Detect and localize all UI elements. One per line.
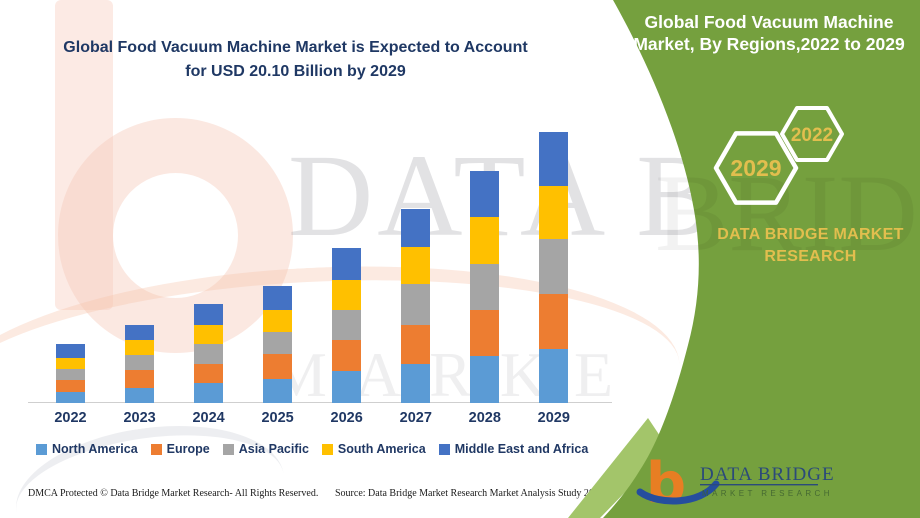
page-title: Global Food Vacuum Machine Market is Exp… — [38, 36, 553, 84]
segment-middle-east-and-africa-2022 — [56, 343, 85, 359]
segment-middle-east-and-africa-2024 — [194, 304, 224, 326]
legend-swatch — [222, 443, 234, 455]
segment-south-america-2022 — [56, 358, 85, 370]
x-axis-label-2023: 2023 — [123, 410, 156, 426]
x-axis-label-2028: 2028 — [468, 410, 501, 426]
segment-middle-east-and-africa-2027 — [401, 208, 431, 247]
legend-label: Europe — [166, 442, 210, 456]
stacked-bar-2023 — [125, 324, 154, 403]
legend-label: South America — [337, 442, 426, 456]
brand-name-line2: RESEARCH — [764, 248, 857, 265]
segment-europe-2028 — [470, 309, 500, 357]
legend-swatch — [321, 443, 333, 455]
stacked-bar-2028 — [470, 171, 500, 403]
segment-north-america-2029 — [539, 348, 569, 403]
stacked-bar-2022 — [56, 343, 85, 403]
segment-north-america-2028 — [470, 356, 500, 403]
segment-asia-pacific-2024 — [194, 344, 224, 364]
segment-south-america-2024 — [194, 325, 224, 345]
legend-label: Middle East and Africa — [454, 442, 589, 456]
legend-item-middle-east-and-africa: Middle East and Africa — [438, 442, 589, 456]
segment-middle-east-and-africa-2029 — [539, 132, 569, 186]
segment-middle-east-and-africa-2025 — [263, 285, 293, 311]
segment-europe-2025 — [263, 354, 293, 379]
segment-north-america-2024 — [194, 382, 224, 403]
segment-south-america-2025 — [263, 310, 293, 332]
segment-asia-pacific-2022 — [56, 369, 85, 380]
brand-name-text: DATA BRIDGE MARKET RESEARCH — [698, 224, 920, 268]
segment-europe-2023 — [125, 369, 154, 388]
segment-north-america-2023 — [125, 387, 154, 403]
legend-label: Asia Pacific — [238, 442, 309, 456]
x-axis-label-2025: 2025 — [261, 410, 294, 426]
legend-item-europe: Europe — [150, 442, 210, 456]
segment-asia-pacific-2029 — [539, 238, 569, 294]
segment-europe-2029 — [539, 293, 569, 349]
stacked-bar-2025 — [263, 285, 293, 403]
segment-asia-pacific-2027 — [401, 283, 431, 326]
segment-north-america-2025 — [263, 378, 293, 403]
stacked-bar-2026 — [332, 247, 362, 403]
legend-swatch — [438, 443, 450, 455]
legend-item-north-america: North America — [36, 442, 138, 456]
segment-europe-2024 — [194, 363, 224, 383]
legend-swatch — [36, 443, 47, 455]
segment-north-america-2026 — [332, 371, 362, 403]
x-axis-label-2026: 2026 — [330, 410, 363, 426]
legend-label: North America — [52, 442, 138, 456]
panel-title: Global Food Vacuum Machine Market, By Re… — [633, 12, 905, 54]
stacked-bar-2029 — [539, 132, 569, 403]
x-axis-label-2027: 2027 — [399, 410, 432, 426]
segment-europe-2022 — [56, 379, 85, 392]
segment-asia-pacific-2026 — [332, 309, 362, 340]
legend-swatch — [150, 443, 162, 455]
segment-south-america-2026 — [332, 279, 362, 310]
segment-north-america-2022 — [56, 391, 85, 403]
chart-legend: North America Europe Asia Pacific South Ame… — [36, 442, 588, 456]
dmca-notice: DMCA Protected © Data Bridge Market Rese… — [28, 488, 319, 499]
legend-item-south-america: South America — [321, 442, 426, 456]
source-note: Source: Data Bridge Market Research Mark… — [335, 488, 604, 499]
segment-north-america-2027 — [401, 363, 431, 403]
x-axis-label-2029: 2029 — [537, 410, 570, 426]
segment-middle-east-and-africa-2028 — [470, 171, 500, 218]
legend-item-asia-pacific: Asia Pacific — [222, 442, 309, 456]
segment-south-america-2027 — [401, 246, 431, 284]
page-title-line1: Global Food Vacuum Machine Market is Exp… — [63, 39, 528, 56]
brand-name-line1: DATA BRIDGE MARKET — [717, 226, 904, 243]
segment-south-america-2029 — [539, 185, 569, 239]
segment-europe-2026 — [332, 339, 362, 372]
stacked-bar-2024 — [194, 304, 224, 403]
segment-asia-pacific-2028 — [470, 264, 500, 310]
stacked-bar-2027 — [401, 208, 431, 403]
page-title-line2: for USD 20.10 Billion by 2029 — [185, 63, 406, 80]
segment-middle-east-and-africa-2023 — [125, 324, 154, 341]
x-axis-line — [28, 402, 612, 403]
segment-asia-pacific-2023 — [125, 355, 154, 370]
segment-asia-pacific-2025 — [263, 331, 293, 355]
segment-middle-east-and-africa-2026 — [332, 247, 362, 280]
x-axis-label-2024: 2024 — [192, 410, 225, 426]
segment-europe-2027 — [401, 325, 431, 364]
segment-south-america-2028 — [470, 217, 500, 265]
segment-south-america-2023 — [125, 340, 154, 356]
x-axis-label-2022: 2022 — [54, 410, 87, 426]
